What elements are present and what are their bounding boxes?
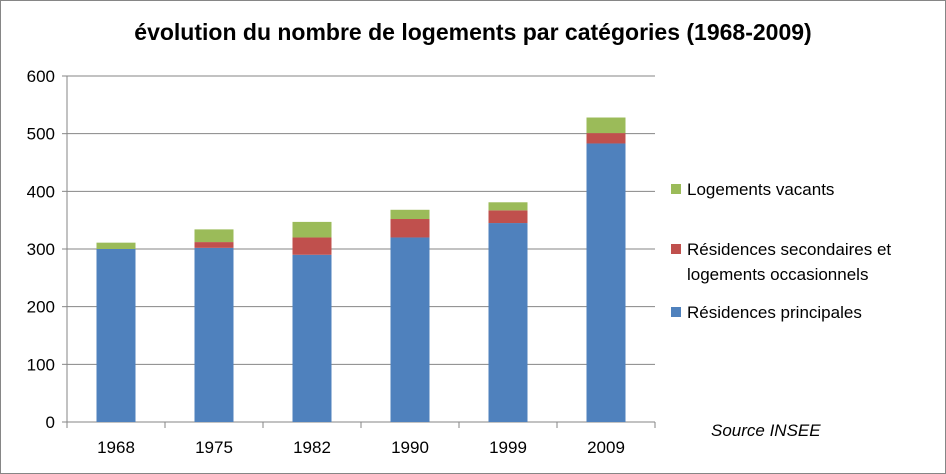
y-tick-label: 300	[27, 240, 55, 259]
bar-segment-principales	[488, 223, 528, 422]
x-tick-label: 1968	[97, 438, 135, 457]
y-tick-label: 500	[27, 125, 55, 144]
legend-item-secondaires: Résidences secondaires et logements occa…	[671, 237, 892, 287]
bar-segment-principales	[586, 143, 626, 422]
legend-label-secondaires-line1: Résidences secondaires et	[687, 240, 892, 259]
bar-segment-secondaires	[488, 210, 528, 224]
bar-segment-vacants	[390, 209, 430, 220]
legend-swatch-secondaires	[671, 244, 681, 254]
y-tick-label: 200	[27, 298, 55, 317]
bar-segment-secondaires	[390, 219, 430, 238]
x-tick-label: 1999	[489, 438, 527, 457]
bar-segment-secondaires	[292, 237, 332, 255]
y-tick-label: 600	[27, 67, 55, 86]
bar-segment-secondaires	[586, 133, 626, 144]
legend-label-principales: Résidences principales	[687, 303, 862, 322]
x-tick-label: 1975	[195, 438, 233, 457]
bar-segment-secondaires	[194, 242, 234, 248]
legend-item-vacants: Logements vacants	[671, 177, 835, 202]
y-tick-label: 100	[27, 355, 55, 374]
legend-item-principales: Résidences principales	[671, 300, 862, 325]
y-tick-label: 400	[27, 182, 55, 201]
legend-swatch-principales	[671, 307, 681, 317]
bar-segment-vacants	[96, 242, 136, 249]
y-tick-label: 0	[46, 413, 55, 432]
legend-label-vacants: Logements vacants	[687, 180, 835, 199]
x-tick-label: 2009	[587, 438, 625, 457]
bar-segment-principales	[390, 237, 430, 422]
bar-segment-principales	[96, 249, 136, 422]
legend-swatch-vacants	[671, 184, 681, 194]
source-note: Source INSEE	[711, 421, 821, 440]
x-tick-label: 1990	[391, 438, 429, 457]
bar-segment-principales	[194, 247, 234, 422]
bar-segment-vacants	[488, 202, 528, 211]
bar-segment-vacants	[194, 229, 234, 243]
chart-title: évolution du nombre de logements par cat…	[134, 19, 812, 45]
x-tick-label: 1982	[293, 438, 331, 457]
bar-segment-vacants	[586, 117, 626, 134]
legend-label-secondaires-line2: logements occasionnels	[687, 265, 869, 284]
bar-segment-principales	[292, 254, 332, 422]
bar-segment-vacants	[292, 221, 332, 238]
